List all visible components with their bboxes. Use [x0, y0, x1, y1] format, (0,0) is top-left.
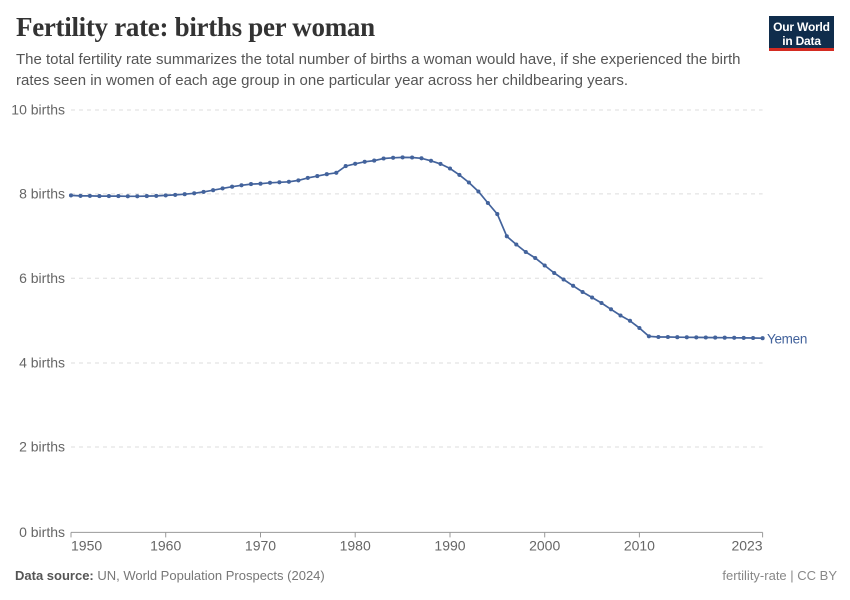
svg-text:4 births: 4 births [19, 355, 65, 371]
svg-text:2010: 2010 [624, 538, 655, 554]
svg-text:1950: 1950 [71, 538, 102, 554]
svg-text:1970: 1970 [245, 538, 276, 554]
svg-text:6 births: 6 births [19, 270, 65, 286]
svg-text:0 births: 0 births [19, 524, 65, 540]
svg-text:1960: 1960 [150, 538, 181, 554]
svg-text:Yemen: Yemen [767, 332, 807, 347]
svg-text:8 births: 8 births [19, 185, 65, 201]
svg-text:2023: 2023 [731, 538, 762, 554]
svg-text:1980: 1980 [340, 538, 371, 554]
svg-text:2 births: 2 births [19, 439, 65, 455]
svg-text:1990: 1990 [434, 538, 465, 554]
svg-text:10 births: 10 births [11, 102, 65, 118]
svg-text:2000: 2000 [529, 538, 560, 554]
